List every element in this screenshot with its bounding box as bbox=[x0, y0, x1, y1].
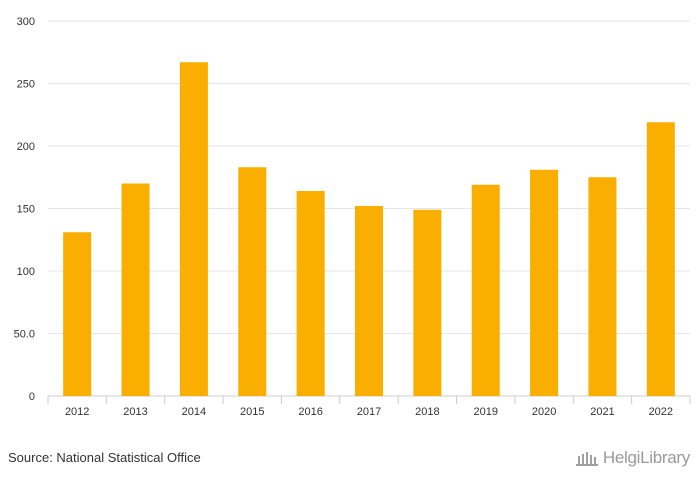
source-note: Source: National Statistical Office bbox=[8, 450, 201, 465]
bar-2013[interactable] bbox=[121, 183, 150, 397]
bar-2018[interactable] bbox=[413, 209, 442, 396]
x-tick-label: 2019 bbox=[473, 406, 497, 418]
x-tick-label: 2018 bbox=[415, 406, 439, 418]
bars bbox=[63, 62, 675, 396]
x-tick-label: 2017 bbox=[357, 406, 381, 418]
x-axis-ticks: 2012 2013 2014 2015 2016 2017 2018 2019 2020 2021… bbox=[47, 396, 691, 418]
x-tick-label: 2013 bbox=[123, 406, 147, 418]
bar-2012[interactable] bbox=[63, 232, 92, 396]
bar-2022[interactable] bbox=[646, 122, 675, 396]
logo-text: HelgiLibrary bbox=[602, 448, 690, 467]
y-tick-label: 50.0 bbox=[14, 329, 35, 341]
bar-2019[interactable] bbox=[471, 184, 500, 396]
y-tick-label: 300 bbox=[17, 16, 35, 28]
bar-2017[interactable] bbox=[354, 206, 384, 396]
x-tick-label: 2015 bbox=[240, 406, 264, 418]
library-building-icon bbox=[575, 452, 598, 466]
y-tick-label: 100 bbox=[17, 266, 35, 278]
x-tick-label: 2021 bbox=[590, 406, 614, 418]
x-tick-label: 2016 bbox=[298, 406, 322, 418]
bar-2020[interactable] bbox=[530, 169, 559, 396]
bar-2015[interactable] bbox=[238, 167, 267, 396]
y-tick-label: 250 bbox=[17, 79, 35, 91]
bar-2016[interactable] bbox=[296, 191, 325, 396]
y-tick-label: 200 bbox=[17, 141, 35, 153]
bar-2014[interactable] bbox=[179, 62, 208, 396]
x-tick-label: 2012 bbox=[65, 406, 89, 418]
y-tick-label: 150 bbox=[17, 204, 35, 216]
x-tick-label: 2020 bbox=[532, 406, 556, 418]
y-axis-ticks: 0 50.0 100 150 200 250 300 bbox=[14, 16, 35, 403]
y-tick-label: 0 bbox=[29, 391, 35, 403]
x-tick-label: 2014 bbox=[182, 406, 206, 418]
helgi-library-logo[interactable]: HelgiLibrary bbox=[575, 448, 690, 468]
x-tick-label: 2022 bbox=[649, 406, 673, 418]
bar-2021[interactable] bbox=[588, 177, 617, 396]
